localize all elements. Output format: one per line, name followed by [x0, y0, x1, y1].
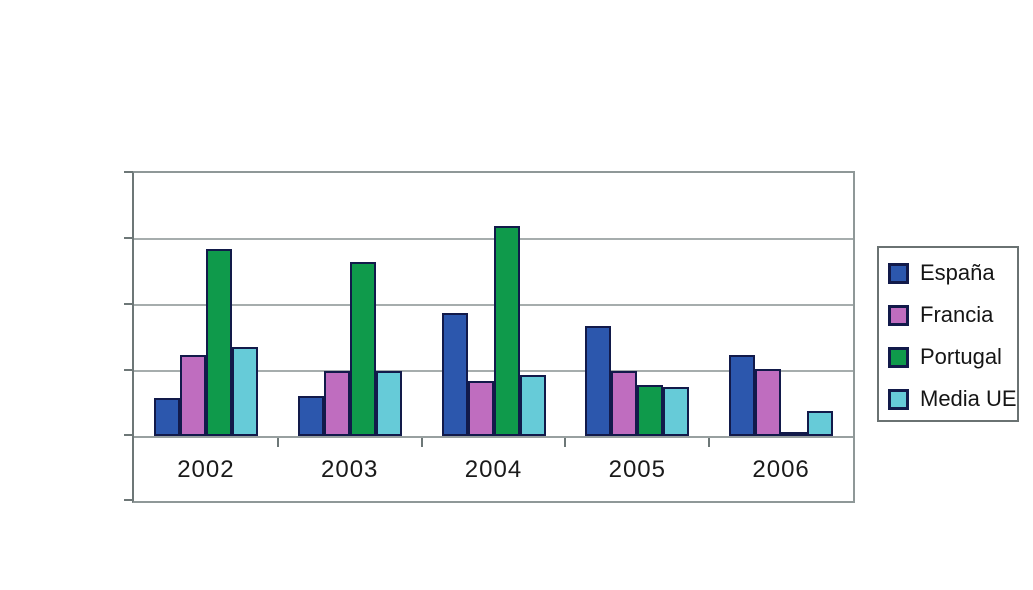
legend-label-media-ue: Media UE — [920, 386, 1017, 411]
bar-media-ue-2004 — [519, 375, 546, 436]
bar-media-ue-2006 — [807, 411, 834, 436]
legend-label-espana: España — [920, 260, 995, 285]
x-label-2005: 2005 — [608, 456, 666, 483]
x-label-2002: 2002 — [177, 456, 235, 483]
bar-francia-2004 — [467, 381, 494, 436]
legend-swatch-portugal — [888, 346, 909, 368]
y-axis-tick-4 — [124, 434, 133, 436]
bar-espana-2002 — [153, 398, 180, 436]
x-axis-tick-3 — [564, 438, 567, 447]
y-axis-tick-2 — [124, 303, 133, 305]
x-axis-tick-1 — [276, 438, 279, 447]
x-axis-tick-4 — [708, 438, 711, 447]
bar-francia-2005 — [611, 371, 638, 436]
y-axis-tick-1 — [124, 237, 133, 239]
legend-swatch-media-ue — [888, 388, 909, 410]
bar-espana-2006 — [729, 355, 756, 436]
legend-swatch-espana — [888, 262, 909, 284]
bar-espana-2005 — [585, 326, 612, 436]
bar-media-ue-2003 — [375, 371, 402, 436]
bar-francia-2006 — [755, 369, 782, 436]
legend-label-portugal: Portugal — [920, 344, 1002, 369]
bar-media-ue-2002 — [231, 347, 258, 436]
plot-frame: 2002 2003 2004 2005 2006 — [124, 171, 855, 503]
legend-item-media-ue: Media UE — [879, 378, 1017, 420]
legend-swatch-francia — [888, 304, 909, 326]
legend-item-portugal: Portugal — [879, 336, 1017, 378]
y-axis-tick-5 — [124, 499, 133, 501]
bar-media-ue-2005 — [663, 387, 690, 436]
bar-espana-2004 — [441, 313, 468, 436]
plot-area — [134, 173, 853, 438]
y-axis-tick-0 — [124, 171, 133, 173]
x-label-2004: 2004 — [464, 456, 523, 483]
legend: España Francia Portugal Media UE — [877, 246, 1019, 422]
bar-portugal-2003 — [349, 262, 376, 436]
bar-portugal-2004 — [493, 226, 520, 436]
y-axis-tick-3 — [124, 369, 133, 371]
bar-portugal-2006 — [781, 432, 808, 436]
bar-espana-2003 — [297, 396, 324, 436]
bar-francia-2003 — [323, 371, 350, 436]
legend-label-francia: Francia — [920, 302, 994, 327]
x-label-2006: 2006 — [752, 456, 810, 483]
x-label-2003: 2003 — [321, 456, 379, 483]
x-axis-labels: 2002 2003 2004 2005 2006 — [134, 438, 853, 501]
bar-portugal-2005 — [637, 385, 664, 436]
bar-francia-2002 — [179, 355, 206, 436]
legend-item-francia: Francia — [879, 294, 1017, 336]
legend-item-espana: España — [879, 252, 1017, 294]
bar-portugal-2002 — [205, 249, 232, 436]
x-axis-tick-2 — [420, 438, 423, 447]
